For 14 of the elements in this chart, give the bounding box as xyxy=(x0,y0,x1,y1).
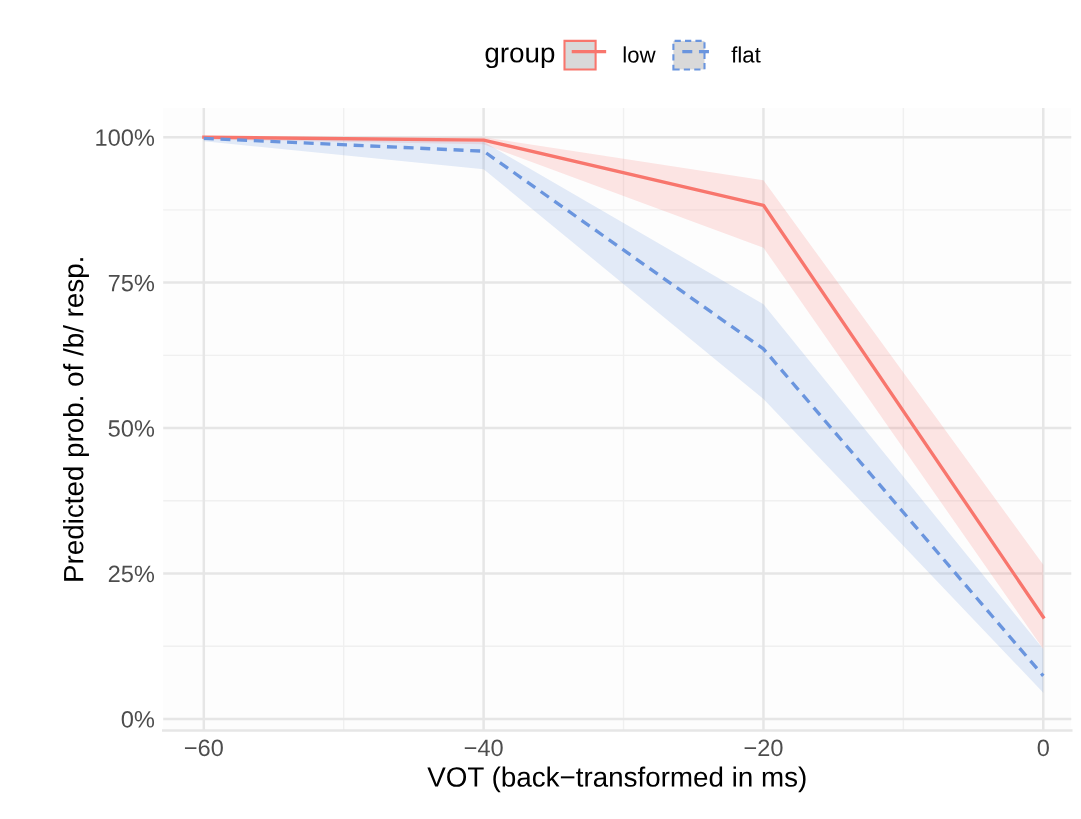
legend-label: low xyxy=(623,46,656,63)
x-tick-label: −40 xyxy=(464,739,503,757)
x-axis-title: VOT (back−transformed in ms) xyxy=(427,766,806,793)
legend-label: flat xyxy=(731,46,761,63)
y-tick-label: 0% xyxy=(121,710,155,728)
x-tick-label: −60 xyxy=(184,739,223,757)
y-tick-label: 50% xyxy=(108,420,155,437)
y-tick-label: 75% xyxy=(108,274,155,292)
y-tick-label: 25% xyxy=(108,565,155,583)
legend-title: group xyxy=(485,47,555,69)
x-tick-label: 0 xyxy=(1037,739,1049,757)
y-axis-title: Predicted prob. of /b/ resp. xyxy=(63,258,89,581)
x-tick-label: −20 xyxy=(744,739,783,757)
y-tick-label: 100% xyxy=(96,129,155,146)
